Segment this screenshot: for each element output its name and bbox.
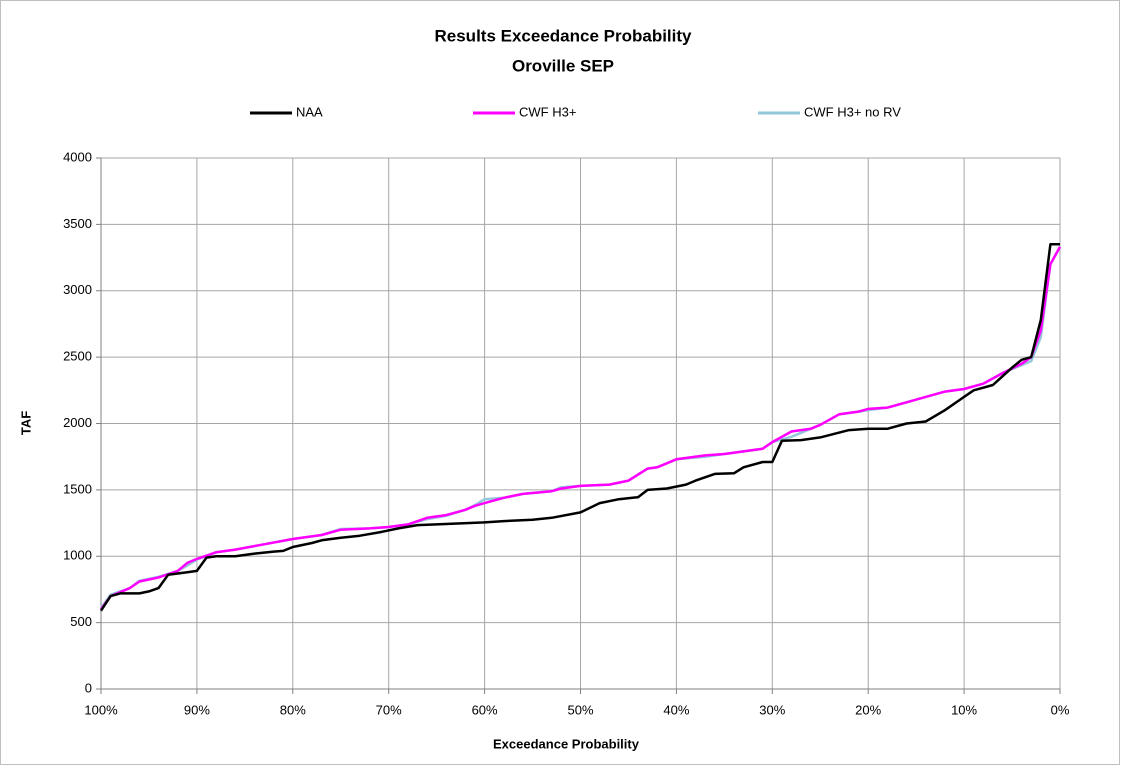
x-tick-label: 0% [1051,702,1070,717]
y-tick-label: 0 [85,680,92,695]
x-tick-label: 90% [184,702,210,717]
y-tick-label: 500 [70,614,92,629]
y-tick-label: 1500 [63,481,92,496]
x-tick-label: 100% [84,702,118,717]
legend-label: CWF H3+ [519,104,576,119]
legend-label: CWF H3+ no RV [804,104,901,119]
y-tick-label: 3000 [63,282,92,297]
x-tick-label: 20% [855,702,881,717]
chart-title: Results Exceedance Probability [435,26,693,45]
x-tick-label: 70% [376,702,402,717]
y-tick-label: 3500 [63,216,92,231]
y-tick-label: 4000 [63,149,92,164]
x-tick-label: 80% [280,702,306,717]
x-tick-label: 10% [951,702,977,717]
y-tick-label: 2000 [63,415,92,430]
y-tick-label: 2500 [63,349,92,364]
series-line [99,243,1060,612]
x-tick-label: 30% [759,702,785,717]
x-axis-title: Exceedance Probability [493,736,640,751]
legend-label: NAA [296,104,323,119]
series-line [99,246,1062,611]
x-tick-label: 40% [663,702,689,717]
y-tick-label: 1000 [63,548,92,563]
chart-subtitle: Oroville SEP [512,56,614,75]
x-tick-label: 50% [567,702,593,717]
x-tick-label: 60% [472,702,498,717]
y-axis-title: TAF [18,411,33,435]
